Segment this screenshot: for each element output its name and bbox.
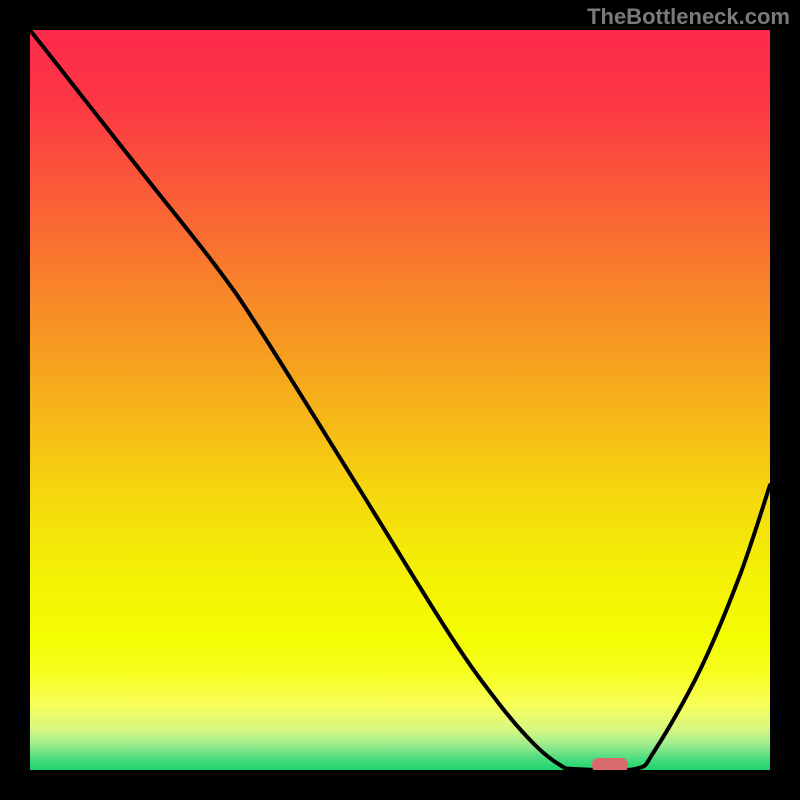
watermark-text: TheBottleneck.com: [587, 4, 790, 30]
optimal-point-marker: [592, 758, 628, 770]
curve-path: [30, 30, 770, 770]
plot-area: [30, 30, 770, 770]
watermark-label: TheBottleneck.com: [587, 4, 790, 29]
bottleneck-curve: [30, 30, 770, 770]
